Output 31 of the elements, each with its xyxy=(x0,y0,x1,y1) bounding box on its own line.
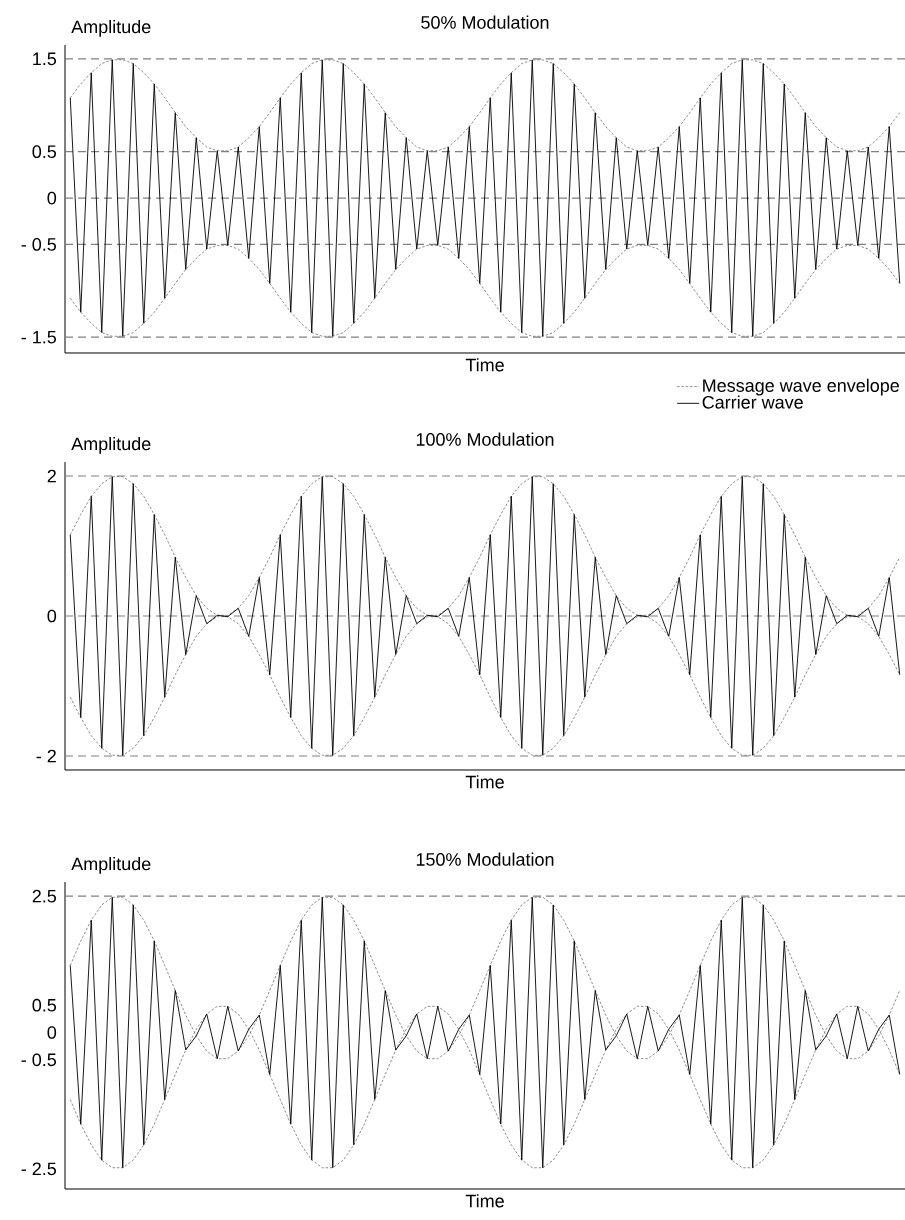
legend-label: Message wave envelope xyxy=(703,378,899,396)
legend-label: Carrier wave xyxy=(702,395,803,409)
y-tick-label: 2.5 xyxy=(32,889,57,903)
x-axis-title: Time xyxy=(465,1194,504,1208)
y-tick-label: 0 xyxy=(47,1026,57,1039)
y-tick-label: 0 xyxy=(47,191,57,205)
y-tick-label: - 2.5 xyxy=(21,1162,57,1176)
line-series xyxy=(69,59,901,152)
chart-title: 50% Modulation xyxy=(421,15,549,29)
x-axis-title: Time xyxy=(465,358,504,372)
y-axis-title: Amplitude xyxy=(71,857,151,874)
y-tick-label: - 1.5 xyxy=(21,330,57,344)
x-axis-title: Time xyxy=(465,775,504,789)
chart-title: 100% Modulation xyxy=(416,432,554,446)
line-series xyxy=(69,476,901,756)
line-series xyxy=(69,244,901,337)
line-series xyxy=(69,476,901,616)
y-axis-title: Amplitude xyxy=(71,437,151,454)
line-series xyxy=(69,896,901,1169)
chart-title: 150% Modulation xyxy=(416,852,554,866)
y-tick-label: 0 xyxy=(47,609,57,623)
y-tick-label: - 0.5 xyxy=(21,1053,57,1067)
y-axis-title: Amplitude xyxy=(71,20,151,37)
y-tick-label: 2 xyxy=(47,469,56,483)
y-tick-label: - 2 xyxy=(36,749,56,763)
y-tick-label: 0.5 xyxy=(32,145,57,159)
y-tick-label: - 0.5 xyxy=(21,238,57,251)
line-series xyxy=(69,59,901,337)
line-series xyxy=(69,616,901,756)
y-tick-label: 1.5 xyxy=(33,52,57,66)
y-tick-label: 0.5 xyxy=(32,998,57,1012)
